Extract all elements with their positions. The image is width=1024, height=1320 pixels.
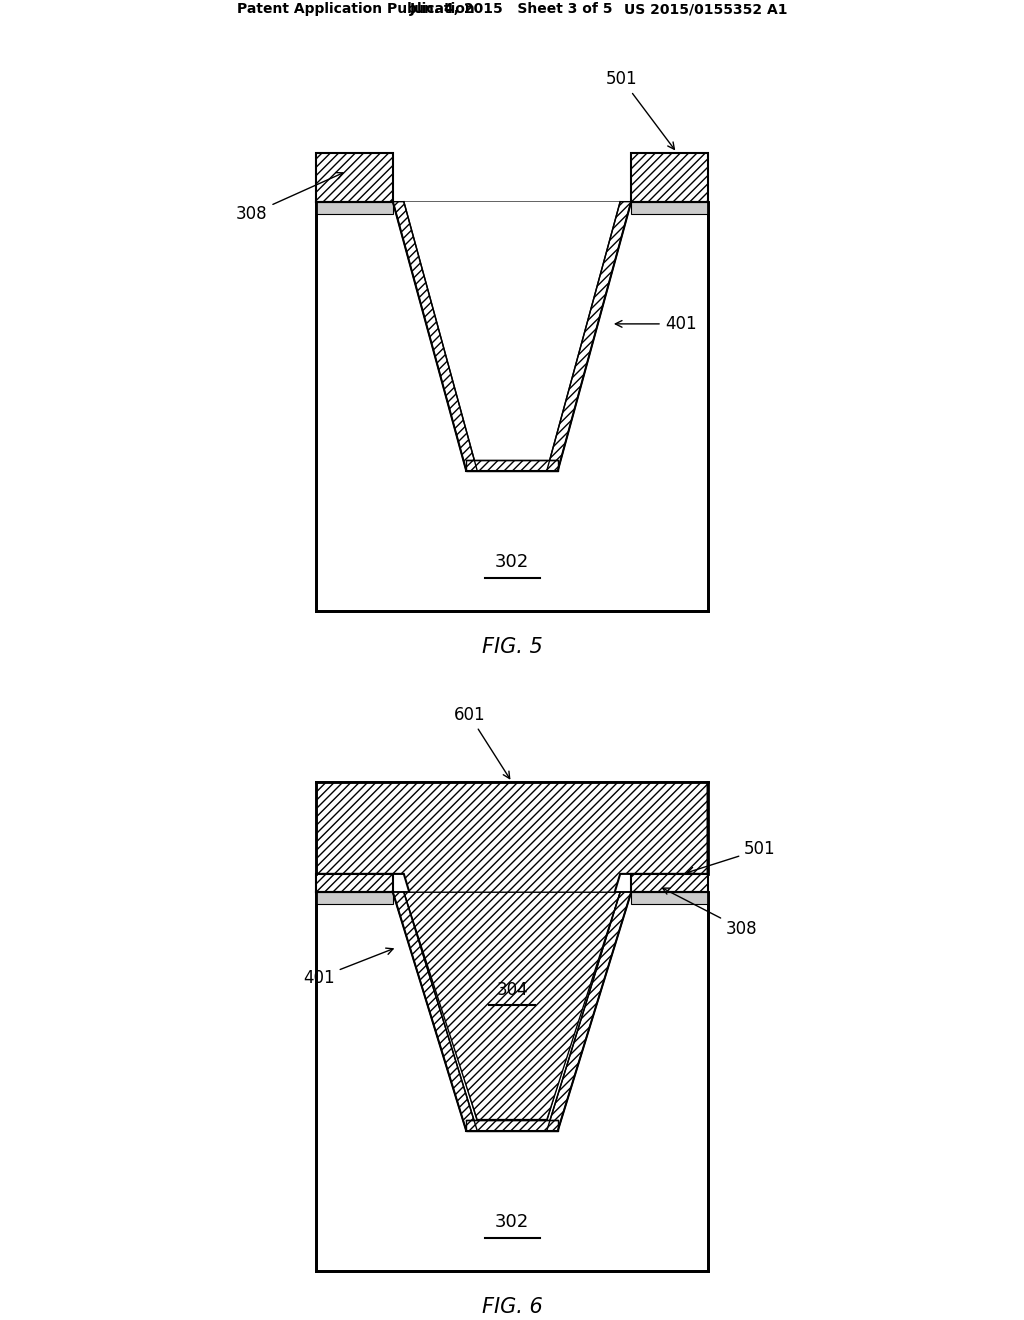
Text: FIG. 6: FIG. 6 — [481, 1298, 543, 1317]
Text: US 2015/0155352 A1: US 2015/0155352 A1 — [624, 3, 787, 16]
Polygon shape — [466, 1119, 558, 1130]
Text: 304: 304 — [497, 981, 527, 999]
Polygon shape — [631, 892, 708, 904]
Text: Jun. 4, 2015   Sheet 3 of 5: Jun. 4, 2015 Sheet 3 of 5 — [411, 3, 613, 16]
Text: Patent Application Publication: Patent Application Publication — [237, 3, 475, 16]
Polygon shape — [316, 892, 393, 904]
Text: 302: 302 — [495, 553, 529, 572]
Polygon shape — [393, 202, 477, 470]
Text: 401: 401 — [615, 315, 696, 333]
Polygon shape — [631, 153, 708, 202]
Polygon shape — [316, 783, 708, 1119]
Polygon shape — [547, 202, 631, 470]
Polygon shape — [316, 892, 708, 1271]
Polygon shape — [631, 874, 708, 892]
Text: 501: 501 — [606, 70, 675, 149]
Text: 302: 302 — [495, 1213, 529, 1232]
Polygon shape — [547, 892, 631, 1130]
Polygon shape — [316, 874, 393, 892]
Text: 601: 601 — [454, 706, 510, 779]
Text: 401: 401 — [303, 948, 393, 987]
Polygon shape — [316, 202, 708, 611]
Polygon shape — [631, 202, 708, 214]
Text: FIG. 5: FIG. 5 — [481, 638, 543, 657]
Polygon shape — [316, 202, 393, 214]
Polygon shape — [466, 459, 558, 470]
Polygon shape — [403, 202, 621, 459]
Text: 308: 308 — [663, 888, 758, 939]
Polygon shape — [393, 892, 477, 1130]
Polygon shape — [316, 153, 393, 202]
Polygon shape — [403, 892, 621, 1119]
Text: 501: 501 — [687, 841, 776, 874]
Text: 308: 308 — [236, 173, 343, 223]
